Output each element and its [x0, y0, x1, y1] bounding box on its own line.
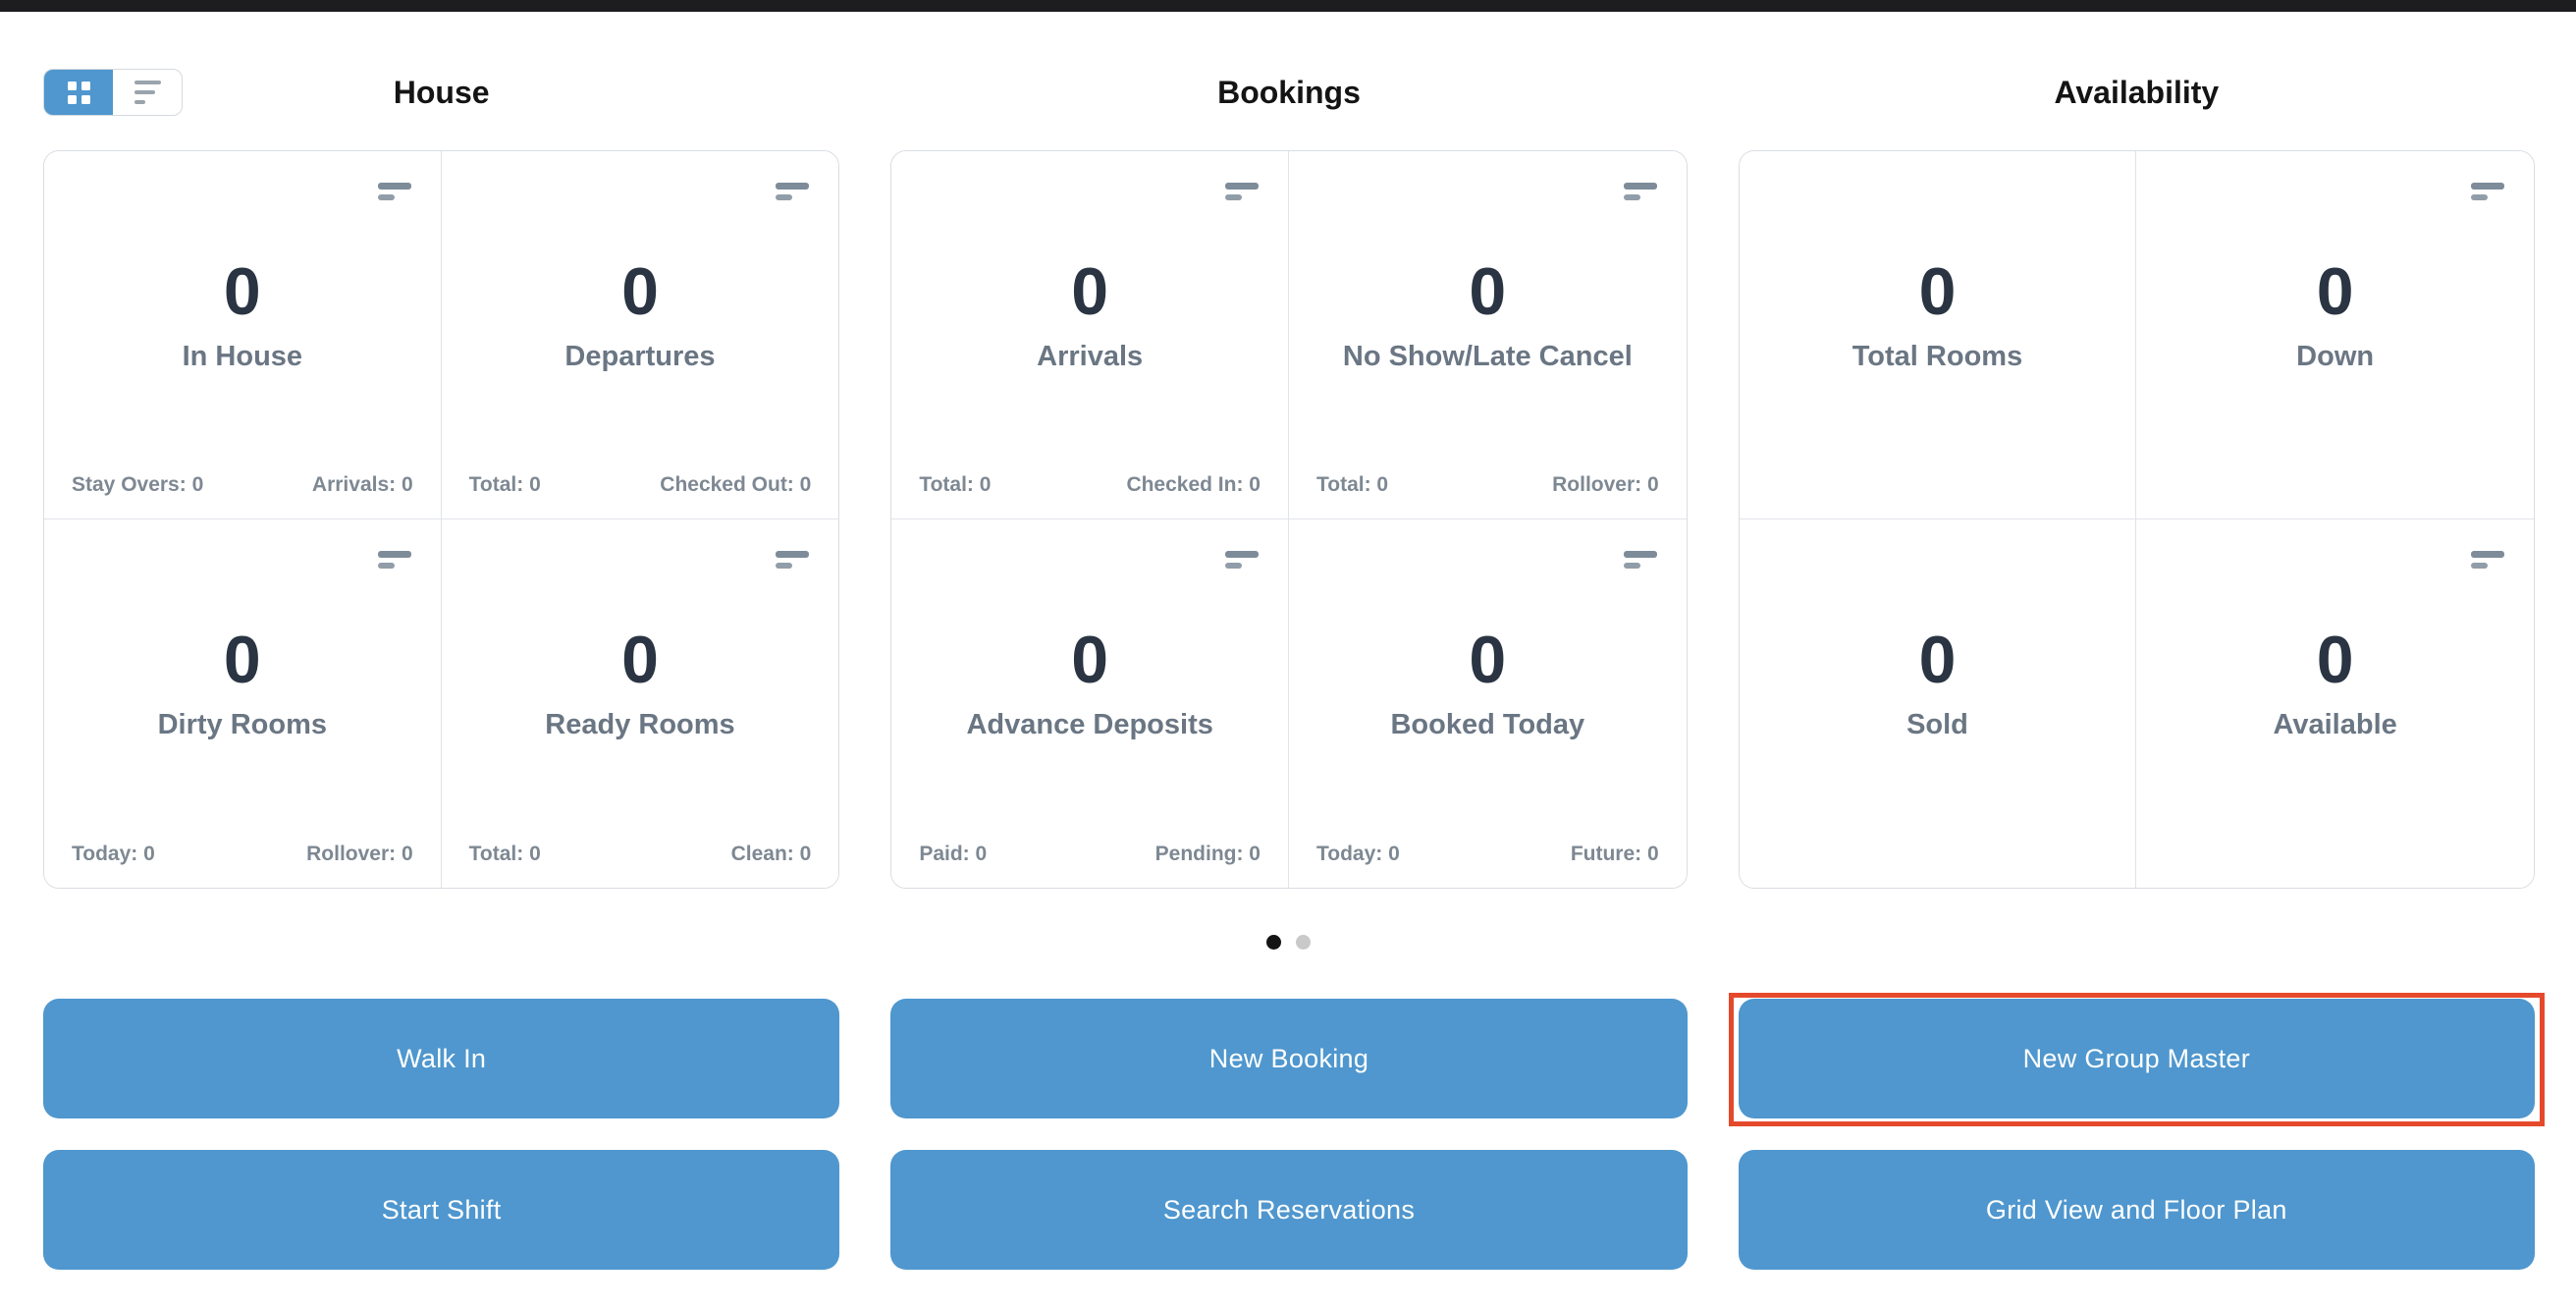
card-footer: Paid: 0 Pending: 0	[919, 843, 1261, 866]
list-view-icon	[134, 81, 161, 104]
card-stat-right: Checked In: 0	[1126, 473, 1261, 496]
card-sold[interactable]: 0 Sold	[1739, 519, 2137, 888]
card-dirty-rooms[interactable]: 0 Dirty Rooms Today: 0 Rollover: 0	[44, 519, 442, 888]
carousel-dot-2[interactable]	[1295, 935, 1311, 950]
horizontal-bars-icon[interactable]	[2470, 183, 2504, 200]
card-footer: Total: 0 Checked Out: 0	[469, 473, 812, 497]
card-stat-left: Stay Overs: 0	[72, 473, 204, 496]
grid-view-floor-plan-button[interactable]: Grid View and Floor Plan	[1738, 1150, 2535, 1270]
card-booked-today[interactable]: 0 Booked Today Today: 0 Future: 0	[1288, 519, 1687, 888]
horizontal-bars-icon[interactable]	[1224, 551, 1259, 569]
card-label: No Show/Late Cancel	[1342, 340, 1633, 372]
new-booking-button[interactable]: New Booking	[890, 999, 1688, 1118]
card-label: Arrivals	[1037, 340, 1144, 372]
card-label: Booked Today	[1390, 709, 1585, 740]
card-label: Down	[2296, 340, 2375, 372]
availability-group: 0 Total Rooms 0 Down 0 Sold 0 Available	[1738, 150, 2535, 889]
card-label: Ready Rooms	[545, 709, 735, 740]
card-stat-left: Paid: 0	[919, 843, 988, 865]
grid-view-button[interactable]	[44, 70, 113, 115]
card-value: 0	[2316, 623, 2354, 697]
card-departures[interactable]: 0 Departures Total: 0 Checked Out: 0	[441, 151, 839, 519]
card-no-show-late-cancel[interactable]: 0 No Show/Late Cancel Total: 0 Rollover:…	[1288, 151, 1687, 519]
walk-in-button[interactable]: Walk In	[43, 999, 840, 1118]
horizontal-bars-icon[interactable]	[776, 551, 810, 569]
view-toggle	[43, 69, 183, 116]
card-footer: Stay Overs: 0 Arrivals: 0	[72, 473, 413, 497]
card-label: Total Rooms	[1852, 340, 2023, 372]
card-available[interactable]: 0 Available	[2136, 519, 2534, 888]
card-footer: Today: 0 Rollover: 0	[72, 843, 413, 866]
card-label: In House	[182, 340, 303, 372]
card-stat-left: Total: 0	[468, 843, 541, 865]
carousel-dot-1[interactable]	[1265, 935, 1281, 950]
card-value: 0	[1071, 253, 1109, 329]
card-value: 0	[1469, 623, 1507, 697]
card-footer: Total: 0 Clean: 0	[469, 843, 812, 866]
card-arrivals[interactable]: 0 Arrivals Total: 0 Checked In: 0	[891, 151, 1289, 519]
horizontal-bars-icon[interactable]	[2470, 551, 2504, 569]
search-reservations-button[interactable]: Search Reservations	[890, 1150, 1688, 1270]
bookings-group: 0 Arrivals Total: 0 Checked In: 0 0 No S…	[890, 150, 1688, 889]
start-shift-button[interactable]: Start Shift	[43, 1150, 840, 1270]
action-buttons-row-1: Walk In New Booking New Group Master	[0, 993, 2576, 1126]
card-stat-left: Total: 0	[919, 473, 992, 496]
card-stat-left: Total: 0	[1315, 473, 1389, 496]
stat-groups: 0 In House Stay Overs: 0 Arrivals: 0 0 D…	[0, 150, 2576, 889]
card-ready-rooms[interactable]: 0 Ready Rooms Total: 0 Clean: 0	[441, 519, 839, 888]
carousel-pagination	[0, 935, 2576, 950]
horizontal-bars-icon[interactable]	[377, 551, 411, 569]
card-stat-left: Today: 0	[1315, 843, 1400, 865]
card-value: 0	[223, 623, 261, 697]
card-label: Sold	[1906, 709, 1968, 740]
card-footer: Total: 0 Rollover: 0	[1316, 473, 1659, 497]
new-group-master-wrapper: New Group Master	[1728, 993, 2545, 1126]
card-label: Departures	[564, 340, 716, 372]
card-value: 0	[1918, 623, 1957, 697]
card-value: 0	[223, 253, 261, 329]
card-stat-right: Pending: 0	[1154, 843, 1261, 865]
card-stat-left: Total: 0	[468, 473, 541, 496]
card-value: 0	[1071, 623, 1109, 697]
grid-view-icon	[67, 81, 90, 104]
card-stat-right: Rollover: 0	[1552, 473, 1659, 496]
card-footer: Total: 0 Checked In: 0	[919, 473, 1261, 497]
card-stat-right: Arrivals: 0	[311, 473, 413, 496]
card-value: 0	[2316, 253, 2354, 329]
list-view-button[interactable]	[113, 70, 182, 115]
horizontal-bars-icon[interactable]	[1224, 183, 1259, 200]
card-down[interactable]: 0 Down	[2136, 151, 2534, 519]
card-stat-right: Clean: 0	[730, 843, 812, 865]
horizontal-bars-icon[interactable]	[1623, 551, 1657, 569]
section-title-bookings: Bookings	[1217, 75, 1361, 110]
card-label: Dirty Rooms	[157, 709, 328, 740]
action-buttons-row-2: Start Shift Search Reservations Grid Vie…	[0, 1150, 2576, 1270]
card-in-house[interactable]: 0 In House Stay Overs: 0 Arrivals: 0	[44, 151, 442, 519]
card-label: Available	[2273, 709, 2397, 740]
window-top-bar	[0, 0, 2576, 12]
section-title-availability: Availability	[2054, 75, 2220, 110]
house-group: 0 In House Stay Overs: 0 Arrivals: 0 0 D…	[43, 150, 840, 889]
card-stat-right: Future: 0	[1570, 843, 1659, 865]
card-label: Advance Deposits	[966, 709, 1213, 740]
horizontal-bars-icon[interactable]	[776, 183, 810, 200]
section-title-house: House	[393, 75, 490, 110]
card-value: 0	[1918, 253, 1957, 329]
card-value: 0	[621, 253, 659, 329]
card-footer: Today: 0 Future: 0	[1316, 843, 1659, 866]
card-value: 0	[1469, 253, 1507, 329]
new-group-master-button[interactable]: New Group Master	[1738, 999, 2535, 1118]
card-value: 0	[621, 623, 659, 697]
card-stat-left: Today: 0	[72, 843, 155, 865]
card-total-rooms[interactable]: 0 Total Rooms	[1739, 151, 2137, 519]
card-advance-deposits[interactable]: 0 Advance Deposits Paid: 0 Pending: 0	[891, 519, 1289, 888]
horizontal-bars-icon[interactable]	[1623, 183, 1657, 200]
horizontal-bars-icon[interactable]	[377, 183, 411, 200]
card-stat-right: Checked Out: 0	[660, 473, 812, 496]
card-stat-right: Rollover: 0	[306, 843, 413, 865]
section-headers: House Bookings Availability	[0, 73, 2576, 112]
